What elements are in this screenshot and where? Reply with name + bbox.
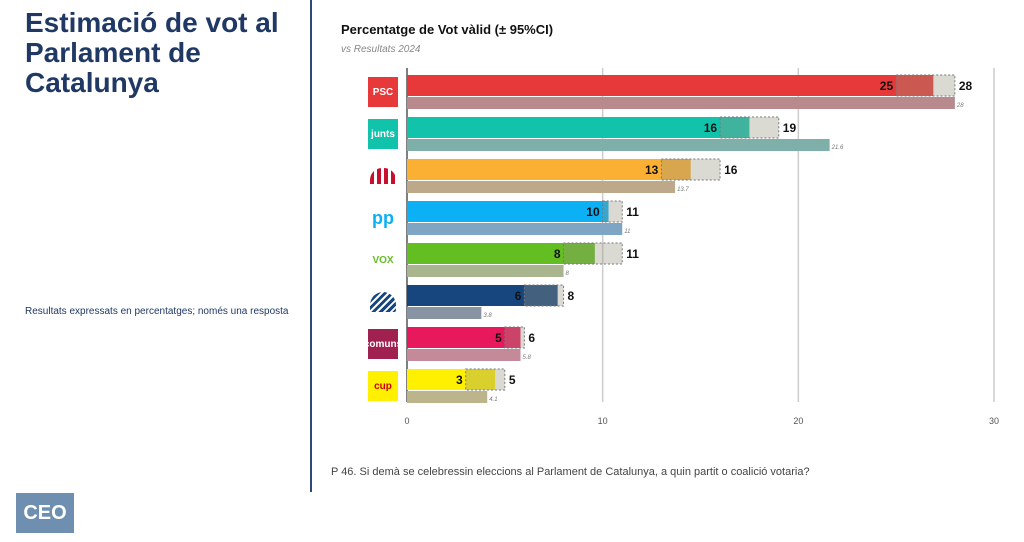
estimate-bar bbox=[407, 327, 521, 348]
ci-range bbox=[602, 200, 623, 223]
ci-low-label: 8 bbox=[554, 247, 561, 261]
ci-low-label: 13 bbox=[645, 163, 659, 177]
result-2024-label: 3.8 bbox=[483, 313, 492, 319]
ci-range bbox=[660, 158, 721, 181]
party-logo-erc bbox=[368, 161, 398, 191]
result-2024-bar bbox=[407, 97, 955, 109]
question-text: P 46. Si demà se celebressin eleccions a… bbox=[331, 466, 810, 478]
party-logo-aliança-catalana bbox=[368, 287, 398, 317]
ci-low-label: 3 bbox=[456, 373, 463, 387]
party-logo-vox: VOX bbox=[372, 254, 394, 266]
ci-high-label: 6 bbox=[528, 331, 535, 345]
estimate-bar bbox=[407, 285, 558, 306]
ci-range bbox=[523, 284, 565, 307]
x-tick-label: 0 bbox=[404, 416, 409, 426]
divider bbox=[310, 0, 312, 492]
result-2024-bar bbox=[407, 265, 564, 277]
ci-low-label: 10 bbox=[586, 205, 600, 219]
ci-range bbox=[465, 368, 506, 391]
ci-low-label: 6 bbox=[515, 289, 522, 303]
result-2024-bar bbox=[407, 391, 488, 403]
estimate-bar bbox=[407, 117, 750, 138]
chart-subtitle: vs Resultats 2024 bbox=[341, 44, 421, 55]
party-logo-pp: pp bbox=[372, 207, 394, 228]
result-2024-label: 13.7 bbox=[677, 187, 689, 193]
result-2024-label: 28 bbox=[956, 103, 964, 109]
x-tick-label: 20 bbox=[793, 416, 803, 426]
result-2024-label: 21.6 bbox=[831, 145, 844, 151]
ci-high-label: 19 bbox=[783, 121, 797, 135]
result-2024-bar bbox=[407, 181, 676, 193]
ci-high-label: 5 bbox=[509, 373, 516, 387]
estimate-bar bbox=[407, 369, 496, 390]
result-2024-label: 4.1 bbox=[489, 397, 497, 403]
ci-range bbox=[719, 116, 780, 139]
note: Resultats expressats en percentatges; no… bbox=[25, 306, 289, 317]
party-logo-comuns: comuns bbox=[364, 329, 402, 359]
ci-range bbox=[895, 74, 956, 97]
ceo-logo: CEO bbox=[16, 493, 74, 533]
x-tick-label: 30 bbox=[989, 416, 999, 426]
result-2024-bar bbox=[407, 307, 482, 319]
x-tick-label: 10 bbox=[598, 416, 608, 426]
ci-low-label: 16 bbox=[704, 121, 718, 135]
result-2024-bar bbox=[407, 349, 521, 361]
party-logo-junts: junts bbox=[368, 119, 398, 149]
ci-high-label: 11 bbox=[626, 205, 639, 219]
ci-low-label: 25 bbox=[880, 79, 894, 93]
ci-low-label: 5 bbox=[495, 331, 502, 345]
estimate-bar bbox=[407, 243, 595, 264]
ci-high-label: 8 bbox=[568, 289, 575, 303]
result-2024-label: 5.8 bbox=[522, 355, 531, 361]
estimate-bar bbox=[407, 159, 691, 180]
ci-high-label: 16 bbox=[724, 163, 738, 177]
party-logo-psc: PSC bbox=[368, 77, 398, 107]
party-logo-cup: cup bbox=[368, 371, 398, 401]
ci-high-label: 11 bbox=[626, 247, 639, 261]
result-2024-label: 8 bbox=[566, 271, 570, 277]
page-title: Estimació de vot al Parlament de Catalun… bbox=[25, 7, 279, 98]
ci-range bbox=[563, 242, 623, 265]
chart-title: Percentatge de Vot vàlid (± 95%CI) bbox=[341, 22, 554, 37]
ci-range bbox=[504, 326, 525, 349]
result-2024-bar bbox=[407, 139, 830, 151]
result-2024-label: 11 bbox=[624, 229, 630, 235]
result-2024-bar bbox=[407, 223, 623, 235]
ci-high-label: 28 bbox=[959, 79, 973, 93]
estimate-bar bbox=[407, 75, 934, 96]
estimate-bar bbox=[407, 201, 609, 222]
